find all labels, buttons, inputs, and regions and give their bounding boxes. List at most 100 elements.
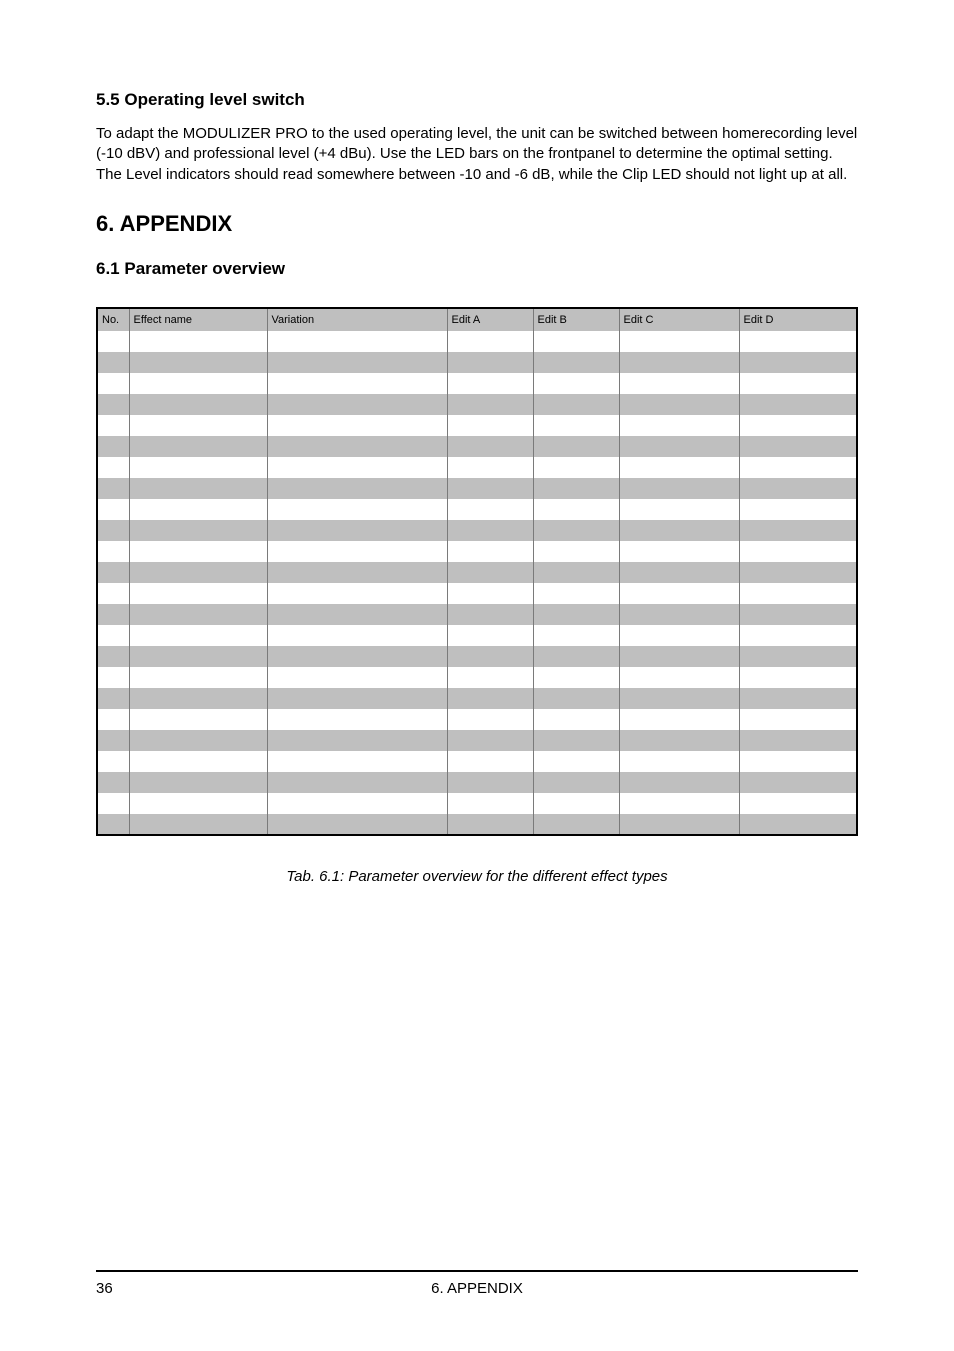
table-cell [739, 436, 857, 457]
table-cell [739, 394, 857, 415]
table-cell [533, 625, 619, 646]
table-caption: Tab. 6.1: Parameter overview for the dif… [96, 868, 858, 885]
table-cell [97, 688, 129, 709]
table-cell [129, 394, 267, 415]
table-row [97, 499, 857, 520]
table-cell [129, 751, 267, 772]
table-cell [739, 541, 857, 562]
table-cell [129, 772, 267, 793]
table-cell [129, 352, 267, 373]
table-row [97, 583, 857, 604]
table-cell [619, 604, 739, 625]
table-cell [619, 814, 739, 835]
table-header-cell: Edit C [619, 308, 739, 331]
table-cell [447, 814, 533, 835]
table-cell [267, 478, 447, 499]
table-row [97, 478, 857, 499]
table-cell [97, 541, 129, 562]
table-cell [619, 625, 739, 646]
table-cell [447, 604, 533, 625]
table-cell [533, 646, 619, 667]
table-cell [97, 478, 129, 499]
table-cell [447, 583, 533, 604]
table-cell [533, 436, 619, 457]
table-cell [533, 415, 619, 436]
page: 5.5 Operating level switch To adapt the … [0, 0, 954, 1351]
table-cell [619, 499, 739, 520]
table-cell [129, 646, 267, 667]
table-cell [267, 394, 447, 415]
table-cell [97, 436, 129, 457]
table-cell [267, 541, 447, 562]
table-cell [97, 520, 129, 541]
table-cell [739, 373, 857, 394]
table-row [97, 793, 857, 814]
table-cell [619, 520, 739, 541]
table-row [97, 730, 857, 751]
table-cell [129, 583, 267, 604]
table-header-cell: Variation [267, 308, 447, 331]
table-cell [97, 793, 129, 814]
table-cell [129, 793, 267, 814]
table-cell [97, 730, 129, 751]
table-cell [739, 646, 857, 667]
table-cell [533, 688, 619, 709]
table-cell [447, 478, 533, 499]
table-cell [129, 709, 267, 730]
table-cell [619, 352, 739, 373]
table-cell [97, 331, 129, 352]
table-cell [97, 352, 129, 373]
footer-rule [96, 1270, 858, 1272]
table-cell [129, 373, 267, 394]
table-row [97, 772, 857, 793]
table-cell [97, 709, 129, 730]
table-cell [739, 772, 857, 793]
table-cell [129, 625, 267, 646]
table-cell [267, 646, 447, 667]
table-cell [97, 457, 129, 478]
table-cell [619, 667, 739, 688]
table-row [97, 331, 857, 352]
table-cell [447, 625, 533, 646]
table-cell [533, 331, 619, 352]
parameter-overview-table: No.Effect nameVariationEdit AEdit BEdit … [96, 307, 858, 836]
table-cell [447, 436, 533, 457]
table-cell [129, 730, 267, 751]
table-cell [267, 793, 447, 814]
table-row [97, 709, 857, 730]
table-cell [533, 352, 619, 373]
table-cell [739, 625, 857, 646]
table-cell [739, 415, 857, 436]
table-cell [447, 457, 533, 478]
table-cell [97, 646, 129, 667]
table-row [97, 394, 857, 415]
table-cell [533, 772, 619, 793]
table-cell [619, 583, 739, 604]
table-cell [129, 457, 267, 478]
table-cell [739, 604, 857, 625]
table-cell [533, 751, 619, 772]
table-cell [533, 457, 619, 478]
table-cell [267, 604, 447, 625]
table-row [97, 520, 857, 541]
table-cell [267, 625, 447, 646]
table-cell [533, 499, 619, 520]
table-header-cell: No. [97, 308, 129, 331]
table-cell [619, 394, 739, 415]
table-cell [533, 793, 619, 814]
table-cell [129, 688, 267, 709]
table-cell [97, 499, 129, 520]
table-cell [267, 373, 447, 394]
table-cell [533, 394, 619, 415]
table-cell [129, 499, 267, 520]
table-cell [619, 331, 739, 352]
table-cell [739, 751, 857, 772]
table-cell [447, 520, 533, 541]
table-cell [533, 520, 619, 541]
table-cell [619, 541, 739, 562]
table-cell [533, 814, 619, 835]
table-cell [619, 457, 739, 478]
table-cell [267, 352, 447, 373]
table-cell [447, 394, 533, 415]
table-cell [97, 373, 129, 394]
